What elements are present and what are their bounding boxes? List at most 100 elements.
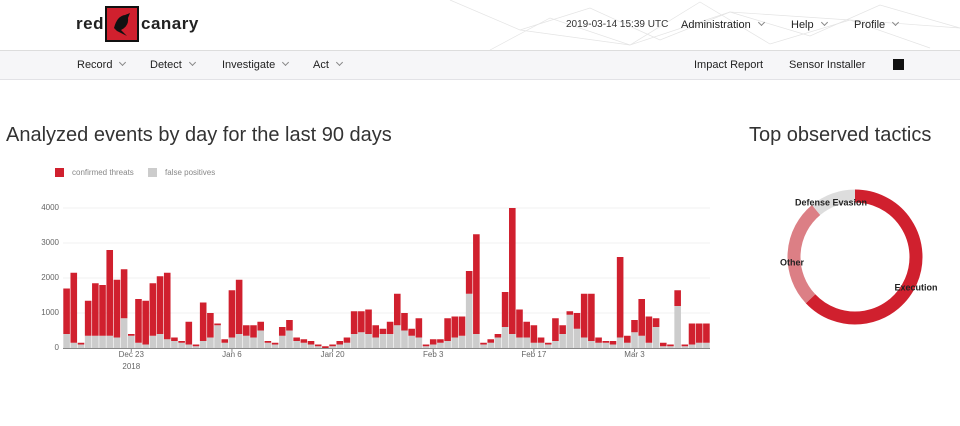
bar-segment xyxy=(523,337,530,348)
bar-segment xyxy=(415,318,423,338)
bar-segment xyxy=(199,341,207,348)
bar-segment xyxy=(695,342,703,348)
nav-item[interactable]: Act xyxy=(313,59,342,71)
bar-segment xyxy=(372,325,380,338)
bar-segment xyxy=(509,334,516,348)
bar-segment xyxy=(393,325,401,348)
logo-text[interactable]: canary xyxy=(141,14,199,33)
bar-segment xyxy=(278,327,286,336)
bar-segment xyxy=(688,344,696,348)
bar-segment xyxy=(156,334,164,348)
bar-segment xyxy=(243,325,250,336)
bar-segment xyxy=(509,208,516,334)
chart-title: Analyzed events by day for the last 90 d… xyxy=(6,124,392,146)
nav-icon[interactable] xyxy=(893,59,904,70)
y-tick-label: 1000 xyxy=(41,308,59,317)
bar-segment xyxy=(609,341,617,345)
menu-item[interactable]: Profile xyxy=(854,19,898,31)
bar-segment xyxy=(480,344,487,348)
bar-segment xyxy=(703,323,710,343)
bar-segment xyxy=(365,334,372,348)
bar-segment xyxy=(178,342,185,348)
bar-segment xyxy=(271,344,279,348)
bar-segment xyxy=(307,344,315,348)
bar-segment xyxy=(286,320,293,331)
bar-segment xyxy=(473,234,480,334)
bar-segment xyxy=(99,285,106,336)
bar-segment xyxy=(537,337,545,343)
bar-segment xyxy=(271,342,279,345)
bar-segment xyxy=(530,342,538,348)
bar-segment xyxy=(465,271,473,294)
bar-segment xyxy=(501,327,509,348)
bar-segment xyxy=(214,323,221,326)
bar-segment xyxy=(149,283,157,336)
legend-label: confirmed threats xyxy=(72,168,134,177)
nav-item[interactable]: Investigate xyxy=(222,59,288,71)
bar-segment xyxy=(544,342,552,345)
bar-segment xyxy=(530,325,538,343)
bar-segment xyxy=(63,288,70,334)
menu-item[interactable]: Help xyxy=(791,19,827,31)
bar-segment xyxy=(451,337,459,348)
bar-segment xyxy=(163,272,171,340)
bar-segment xyxy=(580,293,588,338)
bar-segment xyxy=(674,290,681,306)
bar-segment xyxy=(343,337,351,343)
nav-item[interactable]: Sensor Installer xyxy=(789,59,866,71)
bar-segment xyxy=(624,342,631,348)
bar-segment xyxy=(451,316,459,338)
bar-segment xyxy=(228,290,236,338)
donut-label: Execution xyxy=(894,282,937,292)
bar-segment xyxy=(286,330,293,348)
bar-segment xyxy=(458,316,466,336)
bar-segment xyxy=(314,344,322,347)
bar-segment xyxy=(401,330,408,348)
bar-segment xyxy=(293,337,300,341)
bar-segment xyxy=(63,334,70,348)
nav-item[interactable]: Detect xyxy=(150,59,195,71)
bar-segment xyxy=(278,335,286,348)
bar-segment xyxy=(602,342,610,348)
bar-segment xyxy=(106,335,114,348)
bar-segment xyxy=(358,332,365,348)
bar-segment xyxy=(135,342,142,348)
bar-segment xyxy=(250,337,257,348)
bar-segment xyxy=(192,346,200,348)
bar-segment xyxy=(314,346,322,348)
bar-segment xyxy=(264,341,272,343)
nav-bar: Record Detect Investigate Act Impact Rep… xyxy=(0,51,960,80)
bar-segment xyxy=(178,341,185,343)
bar-segment xyxy=(408,328,415,336)
bar-segment xyxy=(422,346,430,348)
bar-segment xyxy=(580,337,588,348)
bar-segment xyxy=(199,302,207,341)
bar-segment xyxy=(566,311,574,315)
bar-segment xyxy=(616,257,624,338)
x-sublabel: 2018 xyxy=(122,362,140,371)
bar-segment xyxy=(386,321,394,334)
bar-segment xyxy=(494,337,502,348)
bar-segment xyxy=(695,323,703,343)
bar-segment xyxy=(171,337,178,341)
bar-segment xyxy=(415,337,423,348)
nav-item[interactable]: Impact Report xyxy=(694,59,764,71)
bar-segment xyxy=(120,269,128,319)
nav-item[interactable]: Record xyxy=(77,59,125,71)
bar-segment xyxy=(465,293,473,348)
logo-text[interactable]: red xyxy=(76,14,104,33)
bar-segment xyxy=(192,344,200,347)
bar-segment xyxy=(214,325,221,348)
bar-segment xyxy=(544,344,552,348)
bar-segment xyxy=(401,313,408,331)
x-tick-label: Feb 3 xyxy=(423,350,444,359)
bar-segment xyxy=(379,334,387,348)
bar-segment xyxy=(70,342,78,348)
menu-item[interactable]: Administration xyxy=(681,19,764,31)
bar-segment xyxy=(444,318,451,341)
bar-segment xyxy=(307,341,315,345)
bar-segment xyxy=(336,344,344,348)
logo-icon[interactable] xyxy=(105,6,139,42)
bar-segment xyxy=(185,321,193,345)
